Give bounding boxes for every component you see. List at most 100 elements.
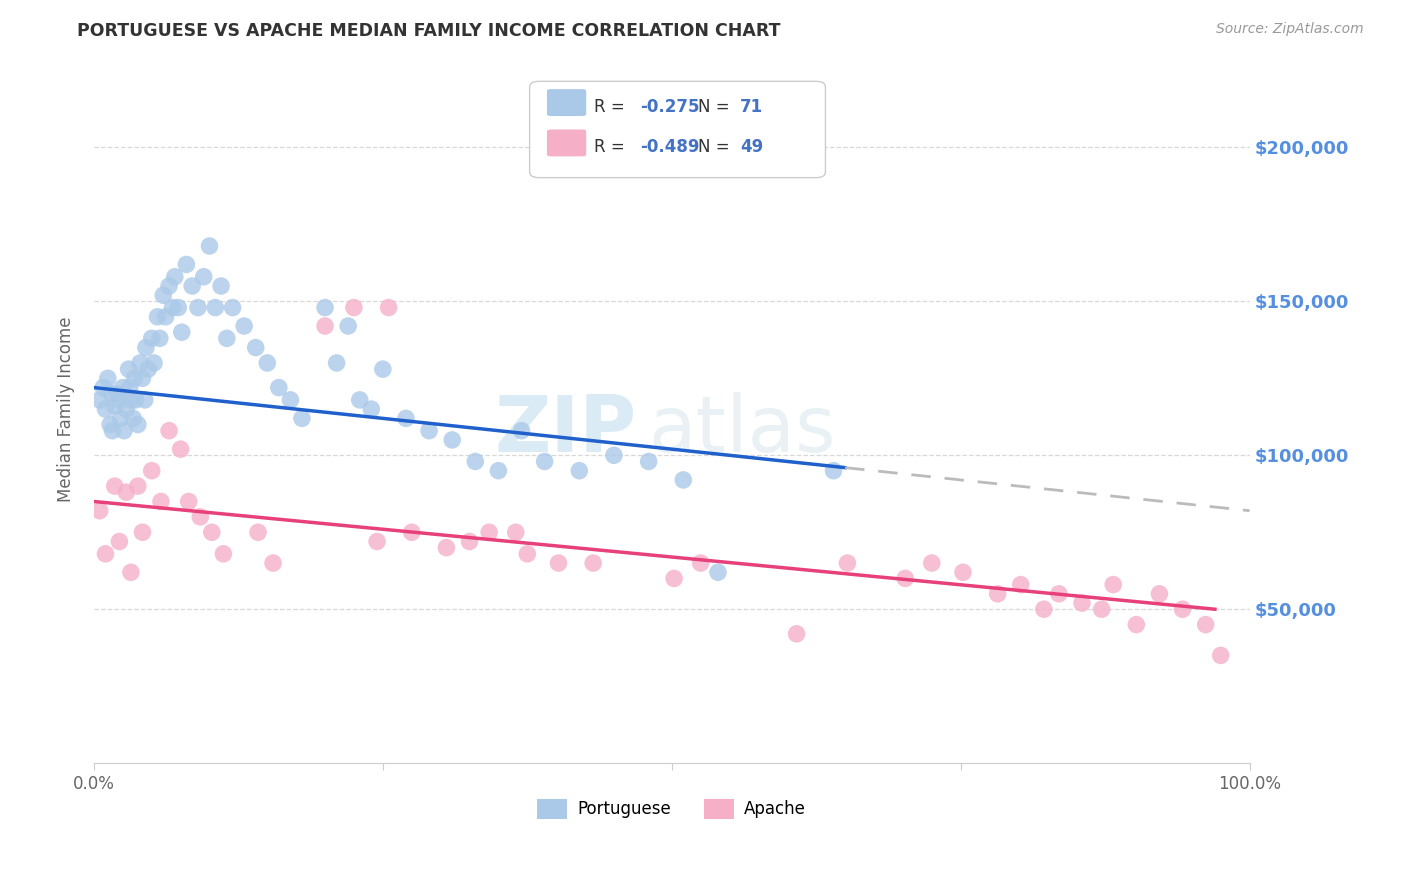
Point: [1125, 617, 1147, 632]
Point: [122, 411, 145, 425]
Point: [101, 424, 124, 438]
Point: [603, 448, 626, 462]
Point: [98, 417, 121, 432]
Point: [314, 301, 336, 315]
Point: [149, 494, 172, 508]
Point: [134, 392, 156, 407]
Point: [689, 556, 711, 570]
Point: [921, 556, 943, 570]
Point: [707, 566, 730, 580]
Point: [127, 417, 149, 432]
Point: [94, 402, 117, 417]
Point: [395, 411, 418, 425]
Point: [115, 485, 138, 500]
Point: [1047, 587, 1070, 601]
Point: [167, 301, 190, 315]
Point: [952, 566, 974, 580]
Point: [146, 310, 169, 324]
Point: [89, 392, 111, 407]
Point: [837, 556, 859, 570]
Point: [418, 424, 440, 438]
Point: [136, 362, 159, 376]
Point: [105, 386, 128, 401]
Point: [786, 627, 808, 641]
Point: [1010, 577, 1032, 591]
Point: [291, 411, 314, 425]
Point: [325, 356, 347, 370]
Point: [401, 525, 423, 540]
Point: [314, 318, 336, 333]
FancyBboxPatch shape: [547, 129, 586, 156]
Point: [1102, 577, 1125, 591]
Point: [124, 392, 146, 407]
Point: [143, 356, 166, 370]
Point: [163, 269, 186, 284]
Point: [823, 464, 845, 478]
Point: [204, 301, 226, 315]
Text: R =: R =: [595, 138, 630, 156]
Point: [176, 257, 198, 271]
Point: [987, 587, 1010, 601]
Point: [441, 433, 464, 447]
Point: [188, 509, 211, 524]
Point: [343, 301, 366, 315]
Point: [212, 547, 235, 561]
Point: [110, 411, 132, 425]
Point: [1032, 602, 1054, 616]
Point: [91, 381, 114, 395]
Point: [377, 301, 399, 315]
Point: [221, 301, 243, 315]
Point: [1071, 596, 1094, 610]
Point: [1091, 602, 1114, 616]
Point: [108, 534, 131, 549]
Point: [155, 310, 177, 324]
Point: [129, 356, 152, 370]
Point: [371, 362, 394, 376]
Point: [89, 504, 111, 518]
Point: [108, 392, 131, 407]
Point: [366, 534, 388, 549]
Point: [177, 494, 200, 508]
Point: [349, 392, 371, 407]
Point: [458, 534, 481, 549]
Point: [120, 566, 142, 580]
Text: -0.489: -0.489: [641, 138, 700, 156]
Point: [149, 331, 172, 345]
Text: Source: ZipAtlas.com: Source: ZipAtlas.com: [1216, 22, 1364, 37]
Point: [337, 318, 360, 333]
Point: [1209, 648, 1232, 663]
Point: [510, 424, 533, 438]
Point: [215, 331, 238, 345]
Point: [464, 454, 486, 468]
Point: [582, 556, 605, 570]
Point: [516, 547, 538, 561]
Point: [131, 525, 153, 540]
FancyBboxPatch shape: [547, 89, 586, 116]
Point: [201, 525, 224, 540]
Point: [672, 473, 695, 487]
Point: [135, 341, 157, 355]
Y-axis label: Median Family Income: Median Family Income: [58, 317, 75, 502]
Point: [94, 547, 117, 561]
Text: 49: 49: [740, 138, 763, 156]
Point: [894, 571, 917, 585]
Point: [568, 464, 591, 478]
Text: 71: 71: [740, 98, 763, 116]
Text: N =: N =: [699, 138, 735, 156]
Point: [152, 288, 174, 302]
Point: [187, 301, 209, 315]
Legend: Portuguese, Apache: Portuguese, Apache: [530, 792, 813, 826]
Point: [1195, 617, 1218, 632]
Point: [118, 381, 141, 395]
Text: ZIP: ZIP: [495, 392, 637, 468]
Point: [280, 392, 302, 407]
Point: [1171, 602, 1194, 616]
Point: [141, 464, 163, 478]
Point: [169, 442, 191, 457]
Point: [181, 279, 204, 293]
Point: [104, 479, 127, 493]
Point: [486, 464, 509, 478]
Point: [505, 525, 527, 540]
Point: [97, 371, 120, 385]
Point: [662, 571, 685, 585]
